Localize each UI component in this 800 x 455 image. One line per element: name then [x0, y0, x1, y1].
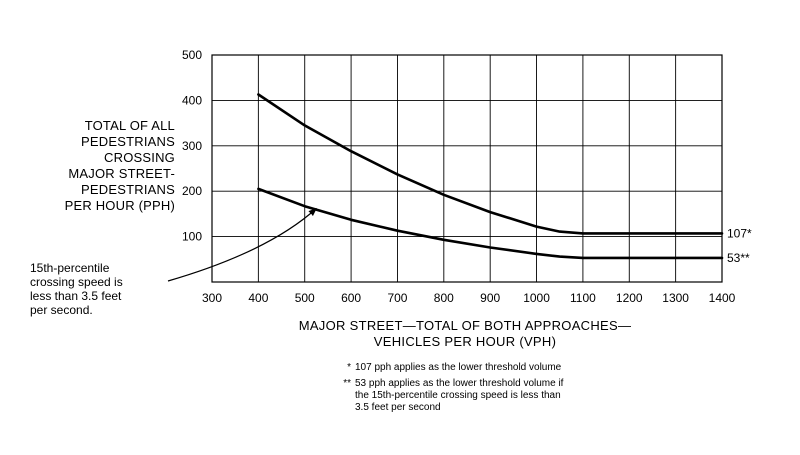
y-axis-label: TOTAL OF ALL PEDESTRIANS CROSSING MAJOR …	[10, 118, 175, 214]
x-tick-label: 400	[248, 291, 268, 305]
x-axis-label-line: MAJOR STREET—TOTAL OF BOTH APPROACHES—	[298, 318, 632, 333]
y-axis-ticks: 100 200 300 400 500	[182, 48, 202, 244]
x-tick-label: 1100	[570, 291, 596, 305]
grid-lines	[211, 54, 723, 282]
x-tick-label: 1400	[709, 291, 736, 305]
annotation-line: crossing speed is	[30, 275, 123, 289]
x-tick-label: 700	[387, 291, 407, 305]
x-tick-label: 900	[480, 291, 500, 305]
y-axis-label-line: MAJOR STREET-	[68, 166, 175, 181]
footnote-line: 107 pph applies as the lower threshold v…	[355, 362, 562, 373]
y-axis-label-line: PER HOUR (PPH)	[64, 198, 175, 213]
series-end-label: 53**	[727, 251, 750, 265]
footnote-line: 3.5 feet per second	[355, 402, 441, 413]
footnote: * 107 pph applies as the lower threshold…	[335, 362, 695, 374]
annotation-callout: 15th-percentile crossing speed is less t…	[30, 261, 190, 317]
x-tick-label: 1300	[662, 291, 689, 305]
y-tick-label: 400	[182, 93, 202, 107]
x-tick-label: 1200	[616, 291, 643, 305]
series-line	[257, 187, 724, 260]
y-tick-label: 300	[182, 139, 202, 153]
x-tick-label: 600	[341, 291, 361, 305]
y-tick-label: 200	[182, 184, 202, 198]
annotation-line: per second.	[30, 303, 93, 317]
annotation-arrow	[167, 207, 317, 282]
footnote: ** 53 pph applies as the lower threshold…	[335, 378, 695, 414]
y-axis-label-line: PEDESTRIANS	[81, 182, 175, 197]
footnotes: * 107 pph applies as the lower threshold…	[335, 362, 695, 418]
x-axis-label: MAJOR STREET—TOTAL OF BOTH APPROACHES— V…	[255, 318, 675, 350]
annotation-line: less than 3.5 feet	[30, 289, 122, 303]
series-end-labels: 107* 53**	[727, 226, 752, 265]
series-lines	[257, 93, 724, 260]
annotation-line: 15th-percentile	[30, 261, 110, 275]
x-axis-label-line: VEHICLES PER HOUR (VPH)	[373, 334, 557, 349]
series-end-label: 107*	[727, 226, 752, 240]
y-axis-label-line: PEDESTRIANS	[81, 134, 175, 149]
footnote-line: the 15th-percentile crossing speed is le…	[355, 390, 561, 401]
footnote-mark: **	[343, 378, 351, 389]
y-axis-label-line: TOTAL OF ALL	[84, 118, 175, 133]
series-line	[257, 93, 724, 235]
x-axis-ticks: 300 400 500 600 700 800 900 1000 1100 1200 1300 140…	[202, 291, 736, 305]
x-tick-label: 300	[202, 291, 222, 305]
footnote-line: 53 pph applies as the lower threshold vo…	[355, 378, 564, 389]
y-tick-label: 500	[182, 48, 202, 62]
plot-frame	[211, 54, 723, 283]
y-tick-label: 100	[182, 230, 202, 244]
footnote-mark: *	[347, 362, 351, 373]
x-tick-label: 1000	[523, 291, 550, 305]
y-axis-label-line: CROSSING	[104, 150, 175, 165]
x-tick-label: 800	[434, 291, 454, 305]
x-tick-label: 500	[295, 291, 315, 305]
